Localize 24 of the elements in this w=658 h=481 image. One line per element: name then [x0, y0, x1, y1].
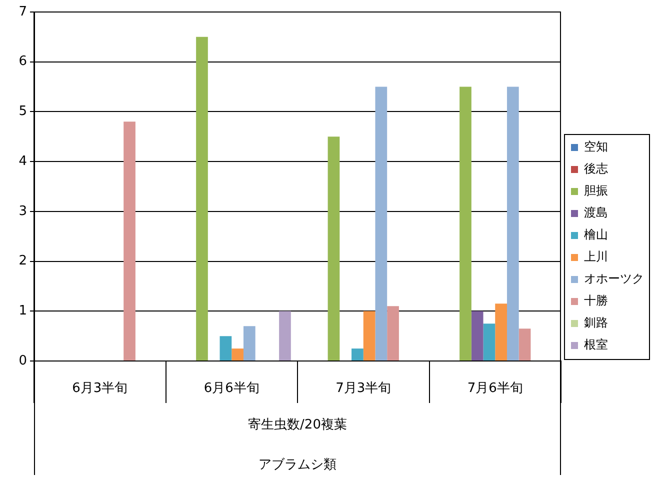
legend-label: 檜山	[584, 228, 608, 242]
legend-label: 胆振	[584, 184, 608, 198]
legend-label: 渡島	[584, 206, 608, 220]
x-tick-label: 6月6半旬	[204, 381, 260, 396]
y-tick-label: 0	[18, 353, 27, 368]
x-tick-label: 7月6半旬	[467, 381, 523, 396]
legend-label: 釧路	[584, 316, 608, 330]
legend-label: オホーツク	[584, 272, 644, 286]
legend-label: 上川	[584, 250, 608, 264]
x-tick-label: 7月3半旬	[336, 381, 392, 396]
y-tick-label: 5	[18, 104, 27, 120]
y-tick-label: 4	[18, 154, 27, 169]
x-axis-title: 寄生虫数/20複葉	[248, 416, 347, 432]
y-tick-label: 7	[18, 4, 27, 20]
legend-label: 空知	[584, 140, 608, 154]
y-tick-label: 6	[18, 54, 27, 70]
y-tick-label: 2	[18, 254, 27, 269]
legend-label: 後志	[584, 162, 608, 176]
text: アブラムシ類	[258, 457, 336, 472]
y-tick-label: 1	[18, 304, 27, 319]
y-tick-label: 3	[18, 204, 27, 219]
legend-label: 根室	[584, 338, 608, 352]
legend-label: 十勝	[584, 294, 608, 308]
x-tick-label: 6月3半旬	[72, 381, 128, 396]
